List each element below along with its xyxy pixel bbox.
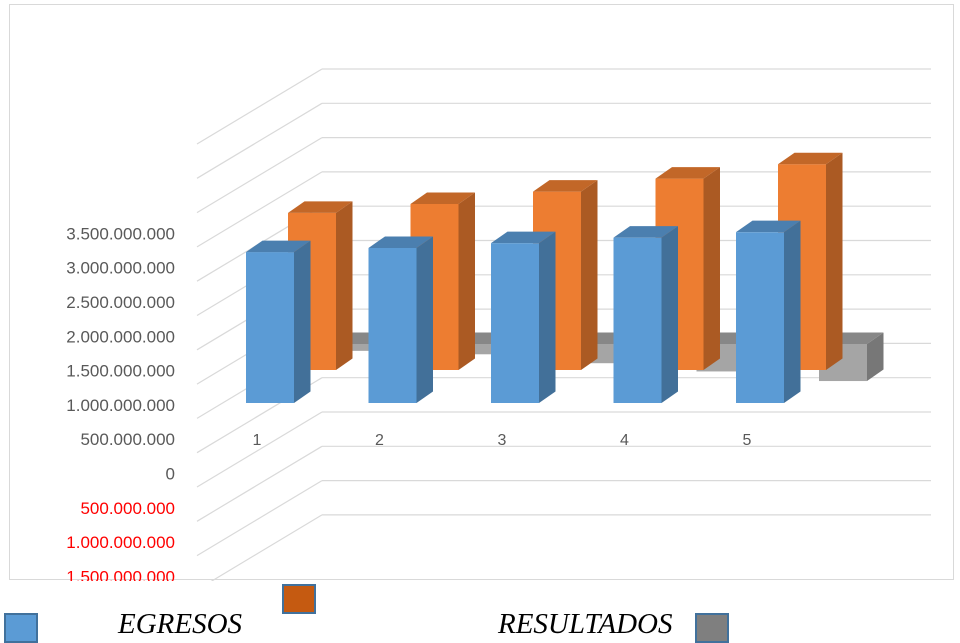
bar-s0-c5-top — [736, 220, 801, 233]
bar-s0-c1-top — [246, 240, 311, 253]
x-tick-label: 4 — [620, 432, 629, 449]
bar-s1-c3-top — [533, 180, 598, 192]
bar-s0-c1-front — [246, 252, 294, 403]
bar-s1-c5-top — [778, 152, 843, 165]
bar-s1-c1-side — [336, 201, 353, 370]
legend-swatch-resultados — [695, 613, 729, 643]
y-tick-label: 1.000.000.000 — [66, 396, 175, 415]
gridline-side — [210, 514, 323, 581]
bar-s0-c2-side — [416, 236, 433, 403]
y-tick-label: 1.500.000.000 — [66, 362, 175, 381]
bar-s2-c1-front — [329, 344, 377, 351]
gridline-side — [196, 445, 323, 522]
y-tick-label: 0 — [166, 464, 175, 483]
legend-swatch-egresos — [4, 613, 38, 643]
bar-s0-c5-front — [736, 232, 784, 403]
gridline-side — [196, 102, 323, 179]
x-tick-label: 1 — [253, 432, 262, 449]
bar-s1-c3-side — [581, 180, 598, 370]
gridline-side — [196, 411, 323, 488]
gridline-side — [196, 68, 323, 145]
y-tick-label: 1.500.000.000 — [66, 567, 175, 581]
bar-s0-c2-top — [368, 236, 433, 248]
bar-s0-c4-front — [613, 237, 662, 403]
y-tick-label: 500.000.000 — [80, 499, 175, 518]
legend-label-egresos: EGRESOS — [118, 608, 243, 640]
bar-s0-c5-side — [784, 220, 801, 403]
y-tick-label: 2.000.000.000 — [66, 327, 175, 346]
bar-s1-c4-top — [655, 167, 720, 179]
x-tick-label: 2 — [375, 432, 384, 449]
y-tick-label: 1.000.000.000 — [66, 533, 175, 552]
bar-s0-c4-top — [613, 226, 678, 238]
y-tick-label: 3.500.000.000 — [66, 224, 175, 243]
bar-s1-c2-top — [410, 192, 475, 204]
x-tick-label: 5 — [743, 432, 752, 449]
chart-plot: 3.500.000.000 3.000.000.000 2.500.000.000 2… — [66, 68, 931, 581]
bar-s2-c5-side — [867, 332, 884, 382]
bar-s1-c5-side — [826, 152, 843, 370]
y-tick-label: 500.000.000 — [80, 430, 175, 449]
bar-s0-c3-side — [539, 231, 556, 403]
legend-label-resultados: RESULTADOS — [498, 608, 673, 640]
bar-s1-c1-top — [288, 201, 353, 213]
bar-s0-c2-front — [368, 247, 417, 403]
bar-s1-c4-side — [703, 167, 720, 370]
legend-swatch-orange-series — [282, 584, 316, 614]
y-tick-label: 2.500.000.000 — [66, 293, 175, 312]
gridline-side — [196, 137, 323, 214]
x-tick-label: 3 — [498, 432, 507, 449]
bar-s0-c3-front — [491, 243, 539, 403]
bar-s0-c4-side — [661, 226, 678, 403]
y-tick-label: 3.000.000.000 — [66, 259, 175, 278]
chart-area: 3.500.000.000 3.000.000.000 2.500.000.000 2… — [9, 4, 954, 581]
gridline-side — [196, 171, 323, 248]
bar-s2-c2-front — [451, 344, 500, 355]
bar-s1-c2-side — [458, 192, 475, 370]
bar-s0-c1-side — [294, 240, 311, 403]
bar-s0-c3-top — [491, 231, 556, 244]
gridline-side — [196, 480, 323, 557]
